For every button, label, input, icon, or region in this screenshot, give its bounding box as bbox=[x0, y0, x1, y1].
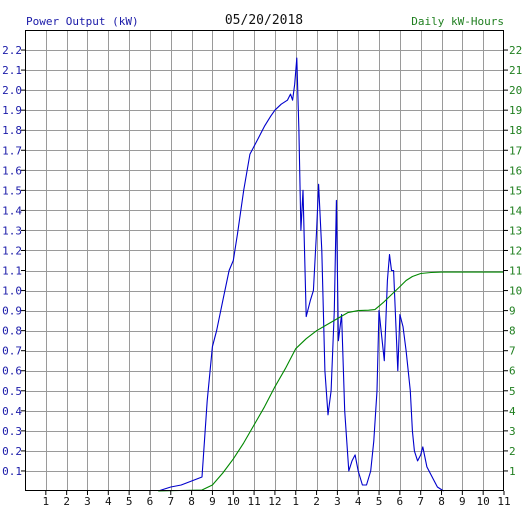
x-tick-label: 6 bbox=[147, 495, 154, 508]
y-right-tick-label: 16 bbox=[509, 164, 522, 177]
y-left-tick-label: 1.8 bbox=[2, 124, 22, 137]
y-right-tick-label: 12 bbox=[509, 244, 522, 257]
x-tick-label: 3 bbox=[334, 495, 341, 508]
y-right-tick-label: 14 bbox=[509, 204, 523, 217]
x-tick-label: 10 bbox=[477, 495, 490, 508]
y-right-tick-label: 9 bbox=[509, 305, 516, 318]
tick-layer: 1 2 3 4 5 6 7 8 9 10 11 12 1 2 3 4 5 6 7 8 9 10 110.10.20.30.4… bbox=[2, 44, 522, 508]
y-right-tick-label: 20 bbox=[509, 84, 522, 97]
y-left-tick-label: 1.7 bbox=[2, 144, 22, 157]
y-right-tick-label: 11 bbox=[509, 265, 522, 278]
y-left-tick-label: 0.5 bbox=[2, 385, 22, 398]
y-left-tick-label: 1.3 bbox=[2, 224, 22, 237]
y-left-tick-label: 1.6 bbox=[2, 164, 22, 177]
x-tick-label: 8 bbox=[438, 495, 445, 508]
x-tick-label: 6 bbox=[397, 495, 404, 508]
y-left-tick-label: 0.1 bbox=[2, 465, 22, 478]
y-left-tick-label: 0.3 bbox=[2, 425, 22, 438]
y-left-tick-label: 0.8 bbox=[2, 325, 22, 338]
y-left-tick-label: 0.2 bbox=[2, 445, 22, 458]
y-right-tick-label: 5 bbox=[509, 385, 516, 398]
y-right-tick-label: 4 bbox=[509, 405, 516, 418]
y-right-tick-label: 6 bbox=[509, 365, 516, 378]
y-right-tick-label: 17 bbox=[509, 144, 522, 157]
x-tick-label: 4 bbox=[355, 495, 362, 508]
x-tick-label: 11 bbox=[247, 495, 260, 508]
right-axis-title: Daily kW-Hours bbox=[411, 15, 504, 28]
x-tick-label: 5 bbox=[376, 495, 383, 508]
series-layer bbox=[158, 57, 504, 492]
y-right-tick-label: 3 bbox=[509, 425, 516, 438]
x-tick-label: 9 bbox=[209, 495, 216, 508]
x-tick-label: 2 bbox=[313, 495, 320, 508]
x-tick-label: 7 bbox=[167, 495, 174, 508]
chart-date: 05/20/2018 bbox=[225, 13, 303, 28]
y-left-tick-label: 1.5 bbox=[2, 184, 22, 197]
y-right-tick-label: 7 bbox=[509, 345, 516, 358]
y-left-tick-label: 0.7 bbox=[2, 345, 22, 358]
x-tick-label: 3 bbox=[84, 495, 91, 508]
y-left-tick-label: 0.9 bbox=[2, 305, 22, 318]
left-axis-title: Power Output (kW) bbox=[26, 15, 139, 28]
x-tick-label: 9 bbox=[459, 495, 466, 508]
y-right-tick-label: 18 bbox=[509, 124, 522, 137]
y-left-tick-label: 0.6 bbox=[2, 365, 22, 378]
y-right-tick-label: 13 bbox=[509, 224, 522, 237]
y-left-tick-label: 2.2 bbox=[2, 44, 22, 57]
y-right-tick-label: 15 bbox=[509, 184, 522, 197]
x-tick-label: 11 bbox=[497, 495, 510, 508]
plot-frame bbox=[25, 30, 504, 491]
y-left-tick-label: 2.0 bbox=[2, 84, 22, 97]
y-right-tick-label: 21 bbox=[509, 64, 522, 77]
y-left-tick-label: 1.0 bbox=[2, 285, 22, 298]
y-left-tick-label: 0.4 bbox=[2, 405, 22, 418]
daily-kwh-line bbox=[158, 271, 504, 492]
x-tick-label: 10 bbox=[227, 495, 240, 508]
x-tick-label: 4 bbox=[105, 495, 112, 508]
x-tick-label: 2 bbox=[63, 495, 70, 508]
y-right-tick-label: 2 bbox=[509, 445, 516, 458]
grid-layer bbox=[25, 30, 504, 491]
y-left-tick-label: 2.1 bbox=[2, 64, 22, 77]
x-tick-label: 5 bbox=[126, 495, 133, 508]
power-output-line bbox=[158, 57, 444, 492]
axis-layer bbox=[21, 30, 508, 495]
x-tick-label: 1 bbox=[43, 495, 50, 508]
x-tick-label: 12 bbox=[268, 495, 281, 508]
y-right-tick-label: 1 bbox=[509, 465, 516, 478]
y-left-tick-label: 1.4 bbox=[2, 204, 22, 217]
x-tick-label: 7 bbox=[417, 495, 424, 508]
y-right-tick-label: 10 bbox=[509, 285, 522, 298]
x-tick-label: 1 bbox=[292, 495, 299, 508]
y-right-tick-label: 22 bbox=[509, 44, 522, 57]
y-right-tick-label: 19 bbox=[509, 104, 522, 117]
y-left-tick-label: 1.1 bbox=[2, 265, 22, 278]
y-left-tick-label: 1.9 bbox=[2, 104, 22, 117]
y-right-tick-label: 8 bbox=[509, 325, 516, 338]
x-tick-label: 8 bbox=[188, 495, 195, 508]
y-left-tick-label: 1.2 bbox=[2, 244, 22, 257]
